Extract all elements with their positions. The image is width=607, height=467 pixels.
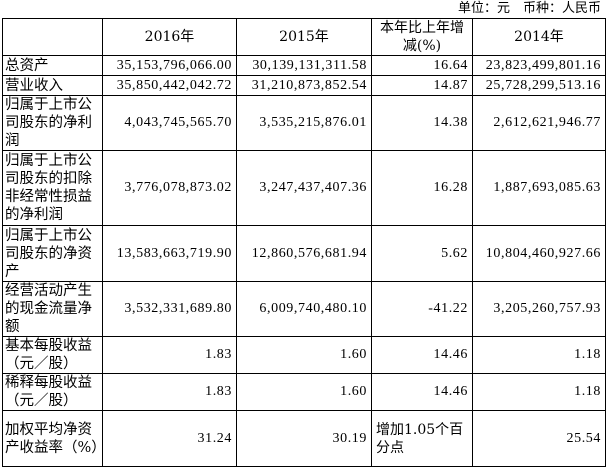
value-2015: 31,210,873,852.54 <box>236 75 372 96</box>
table-row: 归属于上市公司股东的扣除非经常性损益的净利润 3,776,078,873.02 3,… <box>2 150 606 226</box>
table-row: 稀释每股收益（元／股） 1.83 1.60 14.46 1.18 <box>2 373 606 411</box>
unit-currency-note: 单位：元 币种：人民币 <box>457 1 601 16</box>
value-2016: 3,776,078,873.02 <box>102 150 237 226</box>
row-label: 归属于上市公司股东的净资产 <box>2 225 103 282</box>
table-row: 基本每股收益（元／股） 1.83 1.60 14.46 1.18 <box>2 336 606 374</box>
header-2016: 2016年 <box>102 18 237 56</box>
table-row: 营业收入 35,850,442,042.72 31,210,873,852.54 14… <box>2 75 606 96</box>
value-2014: 1.18 <box>472 336 606 374</box>
value-2016: 4,043,745,565.70 <box>102 95 237 151</box>
row-label: 基本每股收益（元／股） <box>2 336 103 374</box>
value-2014: 1,887,693,085.63 <box>472 150 606 226</box>
table-row: 归属于上市公司股东的净资产 13,583,663,719.90 12,860,576… <box>2 225 606 282</box>
table-row: 总资产 35,153,796,066.00 30,139,131,311.58 16.… <box>2 55 606 76</box>
table-row: 加权平均净资产收益率（%） 31.24 30.19 增加1.05个百分点 25.54 <box>2 410 606 467</box>
value-change: 5.62 <box>371 225 473 282</box>
table-row: 经营活动产生的现金流量净额 3,532,331,689.80 6,009,740,4… <box>2 281 606 337</box>
value-change: 14.38 <box>371 95 473 151</box>
value-2014: 1.18 <box>472 373 606 411</box>
value-change: 14.87 <box>371 75 473 96</box>
table-row: 归属于上市公司股东的净利润 4,043,745,565.70 3,535,215,8… <box>2 95 606 151</box>
value-2015: 6,009,740,480.10 <box>236 281 372 337</box>
header-2014: 2014年 <box>472 18 606 56</box>
value-change: 16.28 <box>371 150 473 226</box>
value-2015: 3,247,437,407.36 <box>236 150 372 226</box>
value-2016: 35,153,796,066.00 <box>102 55 237 76</box>
row-label: 加权平均净资产收益率（%） <box>2 410 106 467</box>
financial-data-table: 2016年 2015年 本年比上年增减(%) 2014年 总资产 35,153,7… <box>2 18 606 467</box>
value-2015: 30,139,131,311.58 <box>236 55 372 76</box>
value-2014: 23,823,499,801.16 <box>472 55 606 76</box>
row-label: 经营活动产生的现金流量净额 <box>2 281 103 337</box>
row-label: 总资产 <box>2 55 103 76</box>
value-2015: 30.19 <box>236 410 372 467</box>
header-2015: 2015年 <box>236 18 372 56</box>
value-2015: 1.60 <box>236 373 372 411</box>
value-2016: 3,532,331,689.80 <box>102 281 237 337</box>
header-item <box>2 18 103 56</box>
value-2016: 31.24 <box>102 410 237 467</box>
value-2014: 25.54 <box>472 410 606 467</box>
row-label: 稀释每股收益（元／股） <box>2 373 103 411</box>
value-2016: 13,583,663,719.90 <box>102 225 237 282</box>
value-2016: 1.83 <box>102 373 237 411</box>
value-2014: 3,205,260,757.93 <box>472 281 606 337</box>
row-label: 归属于上市公司股东的扣除非经常性损益的净利润 <box>2 150 103 226</box>
value-change: -41.22 <box>371 281 473 337</box>
value-2015: 12,860,576,681.94 <box>236 225 372 282</box>
row-label: 营业收入 <box>2 75 103 96</box>
value-2015: 1.60 <box>236 336 372 374</box>
value-2014: 10,804,460,927.66 <box>472 225 606 282</box>
value-2016: 35,850,442,042.72 <box>102 75 237 96</box>
value-change: 14.46 <box>371 373 473 411</box>
header-change: 本年比上年增减(%) <box>371 18 473 56</box>
value-2016: 1.83 <box>102 336 237 374</box>
value-change: 16.64 <box>371 55 473 76</box>
value-change: 14.46 <box>371 336 473 374</box>
header-row: 2016年 2015年 本年比上年增减(%) 2014年 <box>2 18 606 56</box>
value-2015: 3,535,215,876.01 <box>236 95 372 151</box>
value-2014: 25,728,299,513.16 <box>472 75 606 96</box>
value-2014: 2,612,621,946.77 <box>472 95 606 151</box>
value-change: 增加1.05个百分点 <box>371 410 473 467</box>
row-label: 归属于上市公司股东的净利润 <box>2 95 103 151</box>
